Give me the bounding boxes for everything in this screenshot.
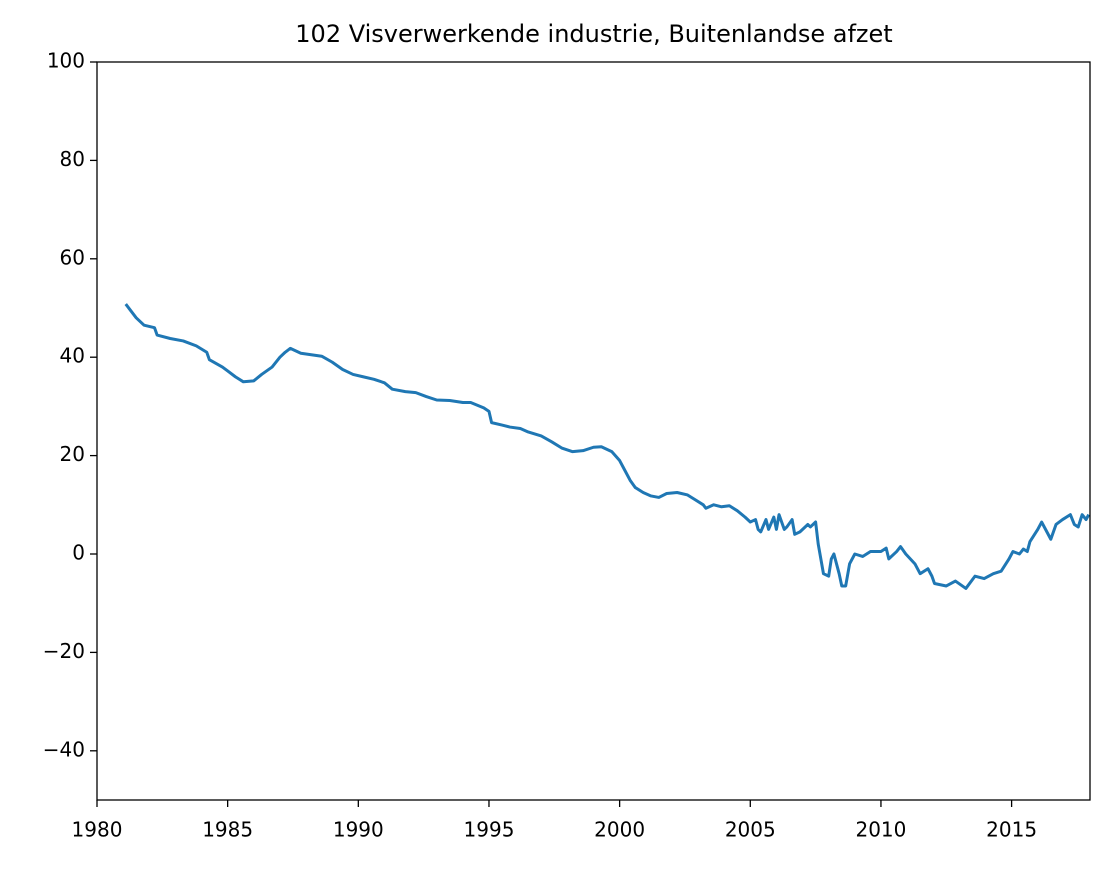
y-tick-label: −40: [43, 737, 85, 761]
x-tick-label: 2005: [725, 818, 776, 842]
y-tick-label: −20: [43, 639, 85, 663]
y-tick-label: 100: [47, 49, 85, 73]
x-tick-label: 2015: [986, 818, 1037, 842]
x-tick-label: 1990: [333, 818, 384, 842]
y-tick-label: 0: [72, 541, 85, 565]
x-tick-label: 1980: [72, 818, 123, 842]
data-line: [124, 303, 1091, 590]
x-tick-label: 1985: [202, 818, 253, 842]
y-tick-label: 40: [60, 344, 85, 368]
x-tick-label: 2000: [594, 818, 645, 842]
y-tick-label: 60: [60, 245, 85, 269]
y-tick-label: 20: [60, 442, 85, 466]
y-tick-label: 80: [60, 147, 85, 171]
x-tick-label: 1995: [464, 818, 515, 842]
chart-title: 102 Visverwerkende industrie, Buitenland…: [295, 20, 892, 48]
plot-frame: [96, 61, 1091, 801]
x-tick-label: 2010: [855, 818, 906, 842]
